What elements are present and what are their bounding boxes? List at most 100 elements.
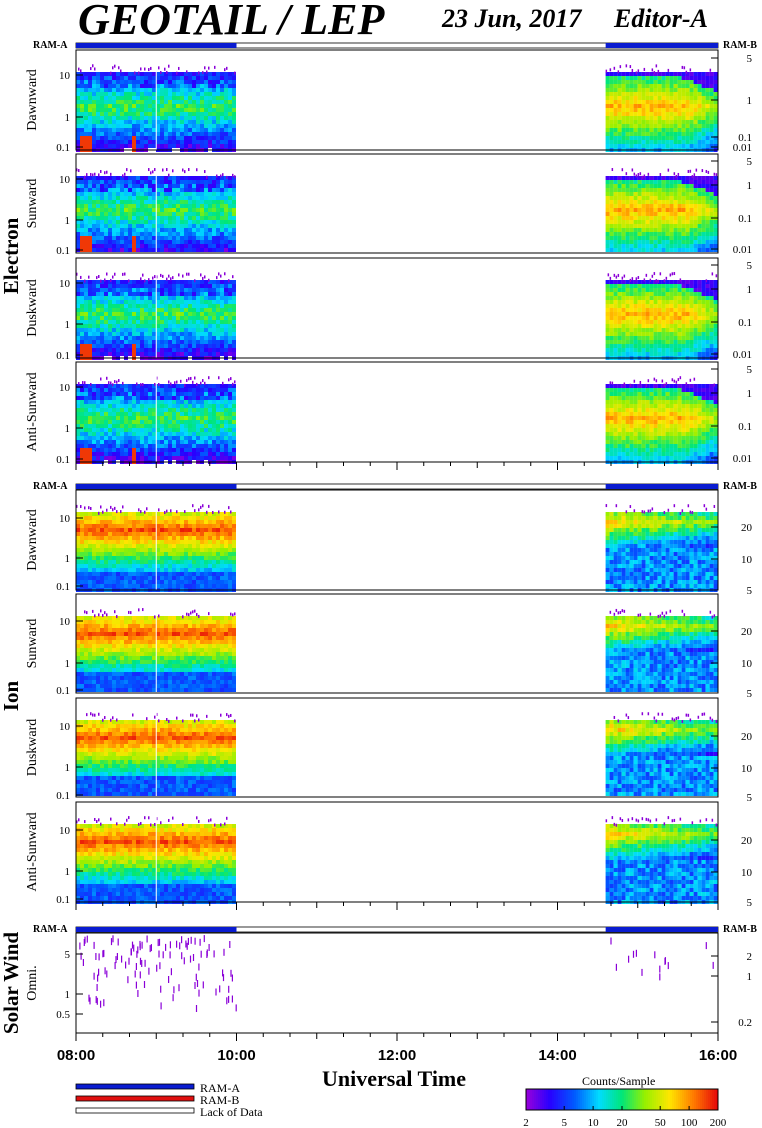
- right-tick-label: 1: [747, 971, 753, 983]
- right-tick-label: 5: [747, 585, 753, 597]
- colorbar-cell: [620, 1089, 623, 1110]
- colorbar-cell: [708, 1089, 711, 1110]
- colorbar-cell: [678, 1089, 681, 1110]
- colorbar-cell: [592, 1089, 595, 1110]
- ram-label-left: RAM-A: [33, 40, 68, 51]
- colorbar-cell: [526, 1089, 529, 1110]
- colorbar-cell: [700, 1089, 703, 1110]
- colorbar-cell: [664, 1089, 667, 1110]
- right-tick-label: 2: [747, 951, 753, 963]
- right-tick-label: 0.1: [738, 213, 752, 225]
- colorbar-cell: [704, 1089, 707, 1110]
- right-tick-label: 0.01: [733, 142, 752, 154]
- left-tick-label: 1: [65, 423, 71, 435]
- colorbar-cell: [640, 1089, 643, 1110]
- colorbar-cell: [586, 1089, 589, 1110]
- colorbar-cell: [616, 1089, 619, 1110]
- colorbar-cell: [602, 1089, 605, 1110]
- legend-swatch-0: [75, 1083, 195, 1090]
- left-tick-label: 0.1: [56, 790, 70, 802]
- ram-a-segment: [605, 43, 718, 48]
- left-tick-label: 10: [59, 721, 71, 733]
- panel-frame: [75, 593, 719, 694]
- panel-label: Anti-Sunward: [25, 372, 40, 451]
- right-tick-label: 1: [747, 388, 753, 400]
- x-tick-label: 12:00: [378, 1047, 416, 1064]
- left-tick-label: 0.1: [56, 350, 70, 362]
- panel-label: Omni.: [25, 965, 40, 1000]
- ram-label-right: RAM-B: [723, 40, 757, 51]
- colorbar-tick-label: 20: [617, 1117, 629, 1128]
- right-tick-label: 10: [741, 763, 753, 775]
- colorbar-cell: [696, 1089, 699, 1110]
- panel-ion-anti-sunward: [75, 801, 719, 904]
- colorbar-cell: [582, 1089, 585, 1110]
- colorbar-cell: [572, 1089, 575, 1110]
- ram-label-left: RAM-A: [33, 481, 68, 492]
- panel-electron-duskward: [75, 257, 719, 360]
- right-tick-label: 1: [747, 95, 753, 107]
- right-tick-label: 20: [741, 731, 753, 743]
- colorbar-cell: [604, 1089, 607, 1110]
- colorbar-cell: [714, 1089, 717, 1110]
- colorbar-cell: [590, 1089, 593, 1110]
- colorbar-cell: [606, 1089, 609, 1110]
- colorbar-cell: [536, 1089, 539, 1110]
- colorbar-cell: [670, 1089, 673, 1110]
- colorbar-tick-label: 50: [655, 1117, 667, 1128]
- x-tick-label: 14:00: [538, 1047, 576, 1064]
- colorbar-cell: [598, 1089, 601, 1110]
- panel-solar-wind-omni.: [75, 932, 719, 1034]
- right-tick-label: 10: [741, 867, 753, 879]
- right-tick-label: 5: [747, 260, 753, 272]
- figure-date: 23 Jun, 2017: [442, 4, 582, 33]
- left-tick-label: 1: [65, 866, 71, 878]
- colorbar-cell: [580, 1089, 583, 1110]
- ram-a-segment: [76, 484, 237, 489]
- panel-frame: [75, 257, 719, 359]
- colorbar-cell: [610, 1089, 613, 1110]
- colorbar-cell: [674, 1089, 677, 1110]
- ram-label-right: RAM-B: [723, 481, 757, 492]
- colorbar-cell: [612, 1089, 615, 1110]
- legend-swatch-2: [75, 1107, 195, 1114]
- left-tick-label: 0.1: [56, 454, 70, 466]
- right-tick-label: 5: [747, 897, 753, 909]
- ram-label-left: RAM-A: [33, 924, 68, 935]
- ram-a-segment: [605, 484, 718, 489]
- panel-label: Dawnward: [25, 69, 40, 130]
- colorbar-cell: [584, 1089, 587, 1110]
- left-tick-label: 5: [65, 949, 71, 961]
- right-tick-label: 10: [741, 554, 753, 566]
- x-axis-label: Universal Time: [322, 1066, 467, 1091]
- colorbar-cell: [626, 1089, 629, 1110]
- legend-label-ram-b: RAM-B: [200, 1093, 240, 1107]
- colorbar-cell: [532, 1089, 535, 1110]
- left-tick-label: 0.1: [56, 894, 70, 906]
- colorbar-cell: [538, 1089, 541, 1110]
- ram-a-segment: [76, 43, 237, 48]
- x-tick-label: 08:00: [57, 1047, 95, 1064]
- colorbar-cell: [570, 1089, 573, 1110]
- colorbar-cell: [684, 1089, 687, 1110]
- right-tick-label: 0.1: [738, 132, 752, 144]
- colorbar-cell: [622, 1089, 625, 1110]
- panel-ion-sunward: [75, 593, 719, 694]
- group-label-electron: Electron: [0, 217, 23, 294]
- colorbar-cell: [550, 1089, 553, 1110]
- colorbar-cell: [666, 1089, 669, 1110]
- colorbar-cell: [656, 1089, 659, 1110]
- colorbar-cell: [650, 1089, 653, 1110]
- ram-a-segment: [76, 927, 237, 932]
- figure-title: GEOTAIL / LEP: [78, 0, 385, 44]
- colorbar-cell: [578, 1089, 581, 1110]
- panel-electron-anti-sunward: [75, 361, 719, 464]
- left-tick-label: 10: [59, 616, 71, 628]
- colorbar-cell: [540, 1089, 543, 1110]
- left-tick-label: 10: [59, 174, 71, 186]
- colorbar-tick-label: 100: [681, 1117, 698, 1128]
- left-tick-label: 1: [65, 553, 71, 565]
- panel-electron-dawnward: [75, 49, 719, 152]
- panel-frame: [75, 697, 719, 798]
- right-tick-label: 0.01: [733, 453, 752, 465]
